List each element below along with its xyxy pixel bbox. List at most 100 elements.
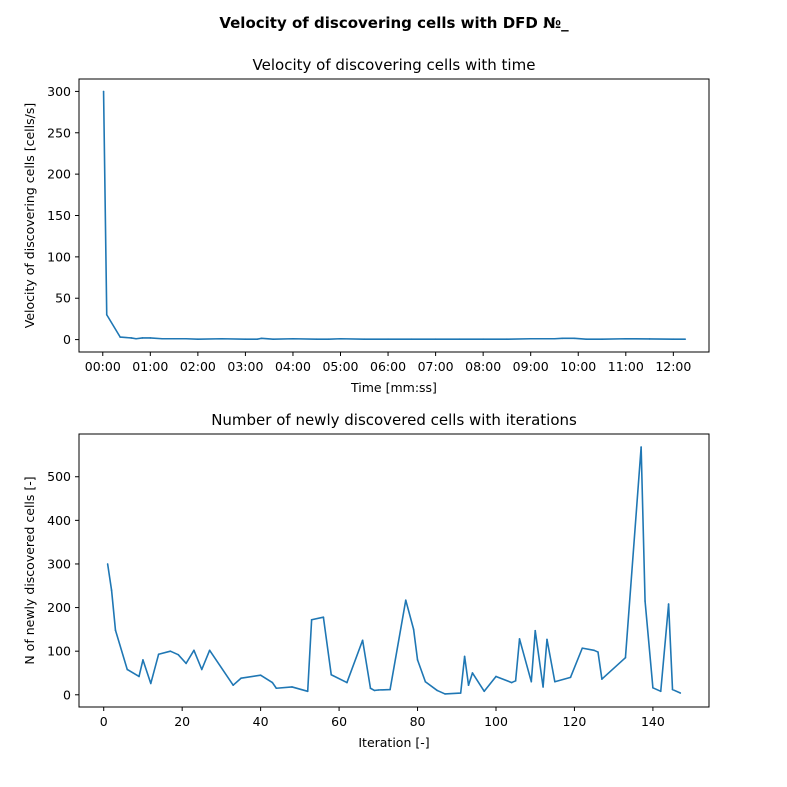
new-cells-data-point <box>377 689 380 691</box>
velocity-data-point <box>102 90 105 93</box>
velocity-data-point <box>220 337 223 340</box>
new-cells-data-point <box>361 639 364 642</box>
velocity-x-tick-label: 00:00 <box>85 359 121 374</box>
velocity-x-tick-label: 08:00 <box>465 359 501 374</box>
chart-new-cells-vs-iteration: 0 20 40 60 80 100 120 140 0 100 200 300 400 500 Number… <box>22 411 710 750</box>
new-cells-data-point <box>416 659 419 661</box>
figure-suptitle: Velocity of discovering cells with DFD №… <box>219 14 569 32</box>
new-cells-data-point <box>601 678 603 680</box>
velocity-data-point <box>339 337 342 340</box>
new-cells-data-point <box>306 690 309 693</box>
velocity-data-point <box>387 338 389 340</box>
velocity-data-point <box>130 337 133 339</box>
velocity-data-point <box>561 337 564 340</box>
new-cells-x-axis-label: Iteration [-] <box>358 735 429 750</box>
new-cells-x-tick-label: 80 <box>410 714 426 729</box>
velocity-data-point <box>327 338 330 340</box>
new-cells-data-point <box>185 662 187 665</box>
velocity-data-point <box>173 337 175 340</box>
velocity-data-point <box>529 337 532 340</box>
new-cells-data-point <box>110 589 113 591</box>
velocity-data-point <box>256 338 259 340</box>
new-cells-x-tick-label: 0 <box>100 714 108 729</box>
velocity-data-point <box>624 337 627 340</box>
velocity-data-point <box>315 338 318 340</box>
velocity-data-point <box>244 338 247 340</box>
velocity-x-tick-label: 09:00 <box>513 359 549 374</box>
new-cells-data-point <box>424 680 427 683</box>
velocity-x-tick-label: 07:00 <box>418 359 454 374</box>
new-cells-data-point <box>530 680 533 683</box>
new-cells-data-point <box>518 638 521 640</box>
new-cells-data-point <box>412 628 415 631</box>
velocity-data-point <box>506 338 508 340</box>
velocity-x-tick-label: 10:00 <box>560 359 596 374</box>
new-cells-data-point <box>126 668 129 671</box>
new-cells-data-point <box>640 446 642 448</box>
velocity-data-point <box>161 337 164 340</box>
velocity-data-point <box>434 338 437 340</box>
new-cells-data-point <box>259 674 262 676</box>
new-cells-data-point <box>149 682 152 685</box>
velocity-data-point <box>601 338 603 340</box>
velocity-data-point <box>141 337 144 339</box>
velocity-data-point <box>411 338 413 340</box>
new-cells-data-point <box>459 692 462 694</box>
new-cells-y-tick-label: 0 <box>63 687 71 702</box>
velocity-y-tick-label: 250 <box>47 125 71 140</box>
velocity-data-point <box>458 338 461 340</box>
new-cells-data-point <box>157 653 160 656</box>
new-cells-data-point <box>652 687 654 689</box>
velocity-data-point <box>135 337 137 340</box>
new-cells-data-point <box>240 677 242 680</box>
new-cells-data-point <box>106 563 109 565</box>
velocity-data-point <box>672 338 675 340</box>
new-cells-data-point <box>510 681 513 684</box>
new-cells-data-point <box>346 681 348 684</box>
velocity-data-point <box>648 338 651 340</box>
velocity-y-tick-label: 100 <box>47 249 71 264</box>
new-cells-data-point <box>644 600 646 602</box>
velocity-x-tick-label: 05:00 <box>322 359 358 374</box>
new-cells-data-point <box>169 650 172 652</box>
new-cells-y-tick-label: 300 <box>47 556 71 571</box>
new-cells-y-tick-label: 400 <box>47 513 71 528</box>
new-cells-data-point <box>581 647 584 649</box>
new-cells-data-point <box>667 603 670 605</box>
new-cells-chart-title: Number of newly discovered cells with it… <box>211 411 577 429</box>
new-cells-data-point <box>193 649 195 652</box>
new-cells-data-point <box>404 599 407 601</box>
new-cells-data-point <box>467 684 470 686</box>
new-cells-y-tick-label: 500 <box>47 469 71 484</box>
new-cells-x-tick-label: 120 <box>563 714 587 729</box>
velocity-y-axis-label: Velocity of discovering cells [cells/s] <box>22 103 37 329</box>
velocity-data-point <box>553 337 556 340</box>
new-cells-data-point <box>330 673 333 676</box>
new-cells-data-point <box>138 675 140 678</box>
chart-velocity-vs-time: 00:00 01:00 02:00 03:00 04:00 05:00 06:00 07:00… <box>22 56 710 395</box>
velocity-y-tick-label: 200 <box>47 167 71 182</box>
velocity-data-point <box>573 337 576 340</box>
velocity-y-tick-label: 300 <box>47 84 71 99</box>
new-cells-data-point <box>624 656 627 659</box>
new-cells-axes-frame <box>78 433 710 708</box>
velocity-data-point <box>292 337 294 340</box>
new-cells-data-point <box>436 689 438 692</box>
velocity-x-tick-label: 11:00 <box>608 359 644 374</box>
new-cells-x-tick-label: 100 <box>484 714 508 729</box>
new-cells-data-point <box>142 659 144 661</box>
new-cells-data-point <box>542 686 544 688</box>
new-cells-data-point <box>208 649 211 652</box>
new-cells-data-point <box>389 688 391 691</box>
velocity-x-tick-label: 03:00 <box>227 359 263 374</box>
new-cells-data-point <box>232 684 234 686</box>
new-cells-data-point <box>322 616 325 618</box>
velocity-data-point <box>684 338 687 340</box>
velocity-data-point <box>185 337 187 340</box>
velocity-y-tick-label: 0 <box>63 332 71 347</box>
new-cells-data-point <box>177 653 180 656</box>
new-cells-data-point <box>597 651 599 653</box>
